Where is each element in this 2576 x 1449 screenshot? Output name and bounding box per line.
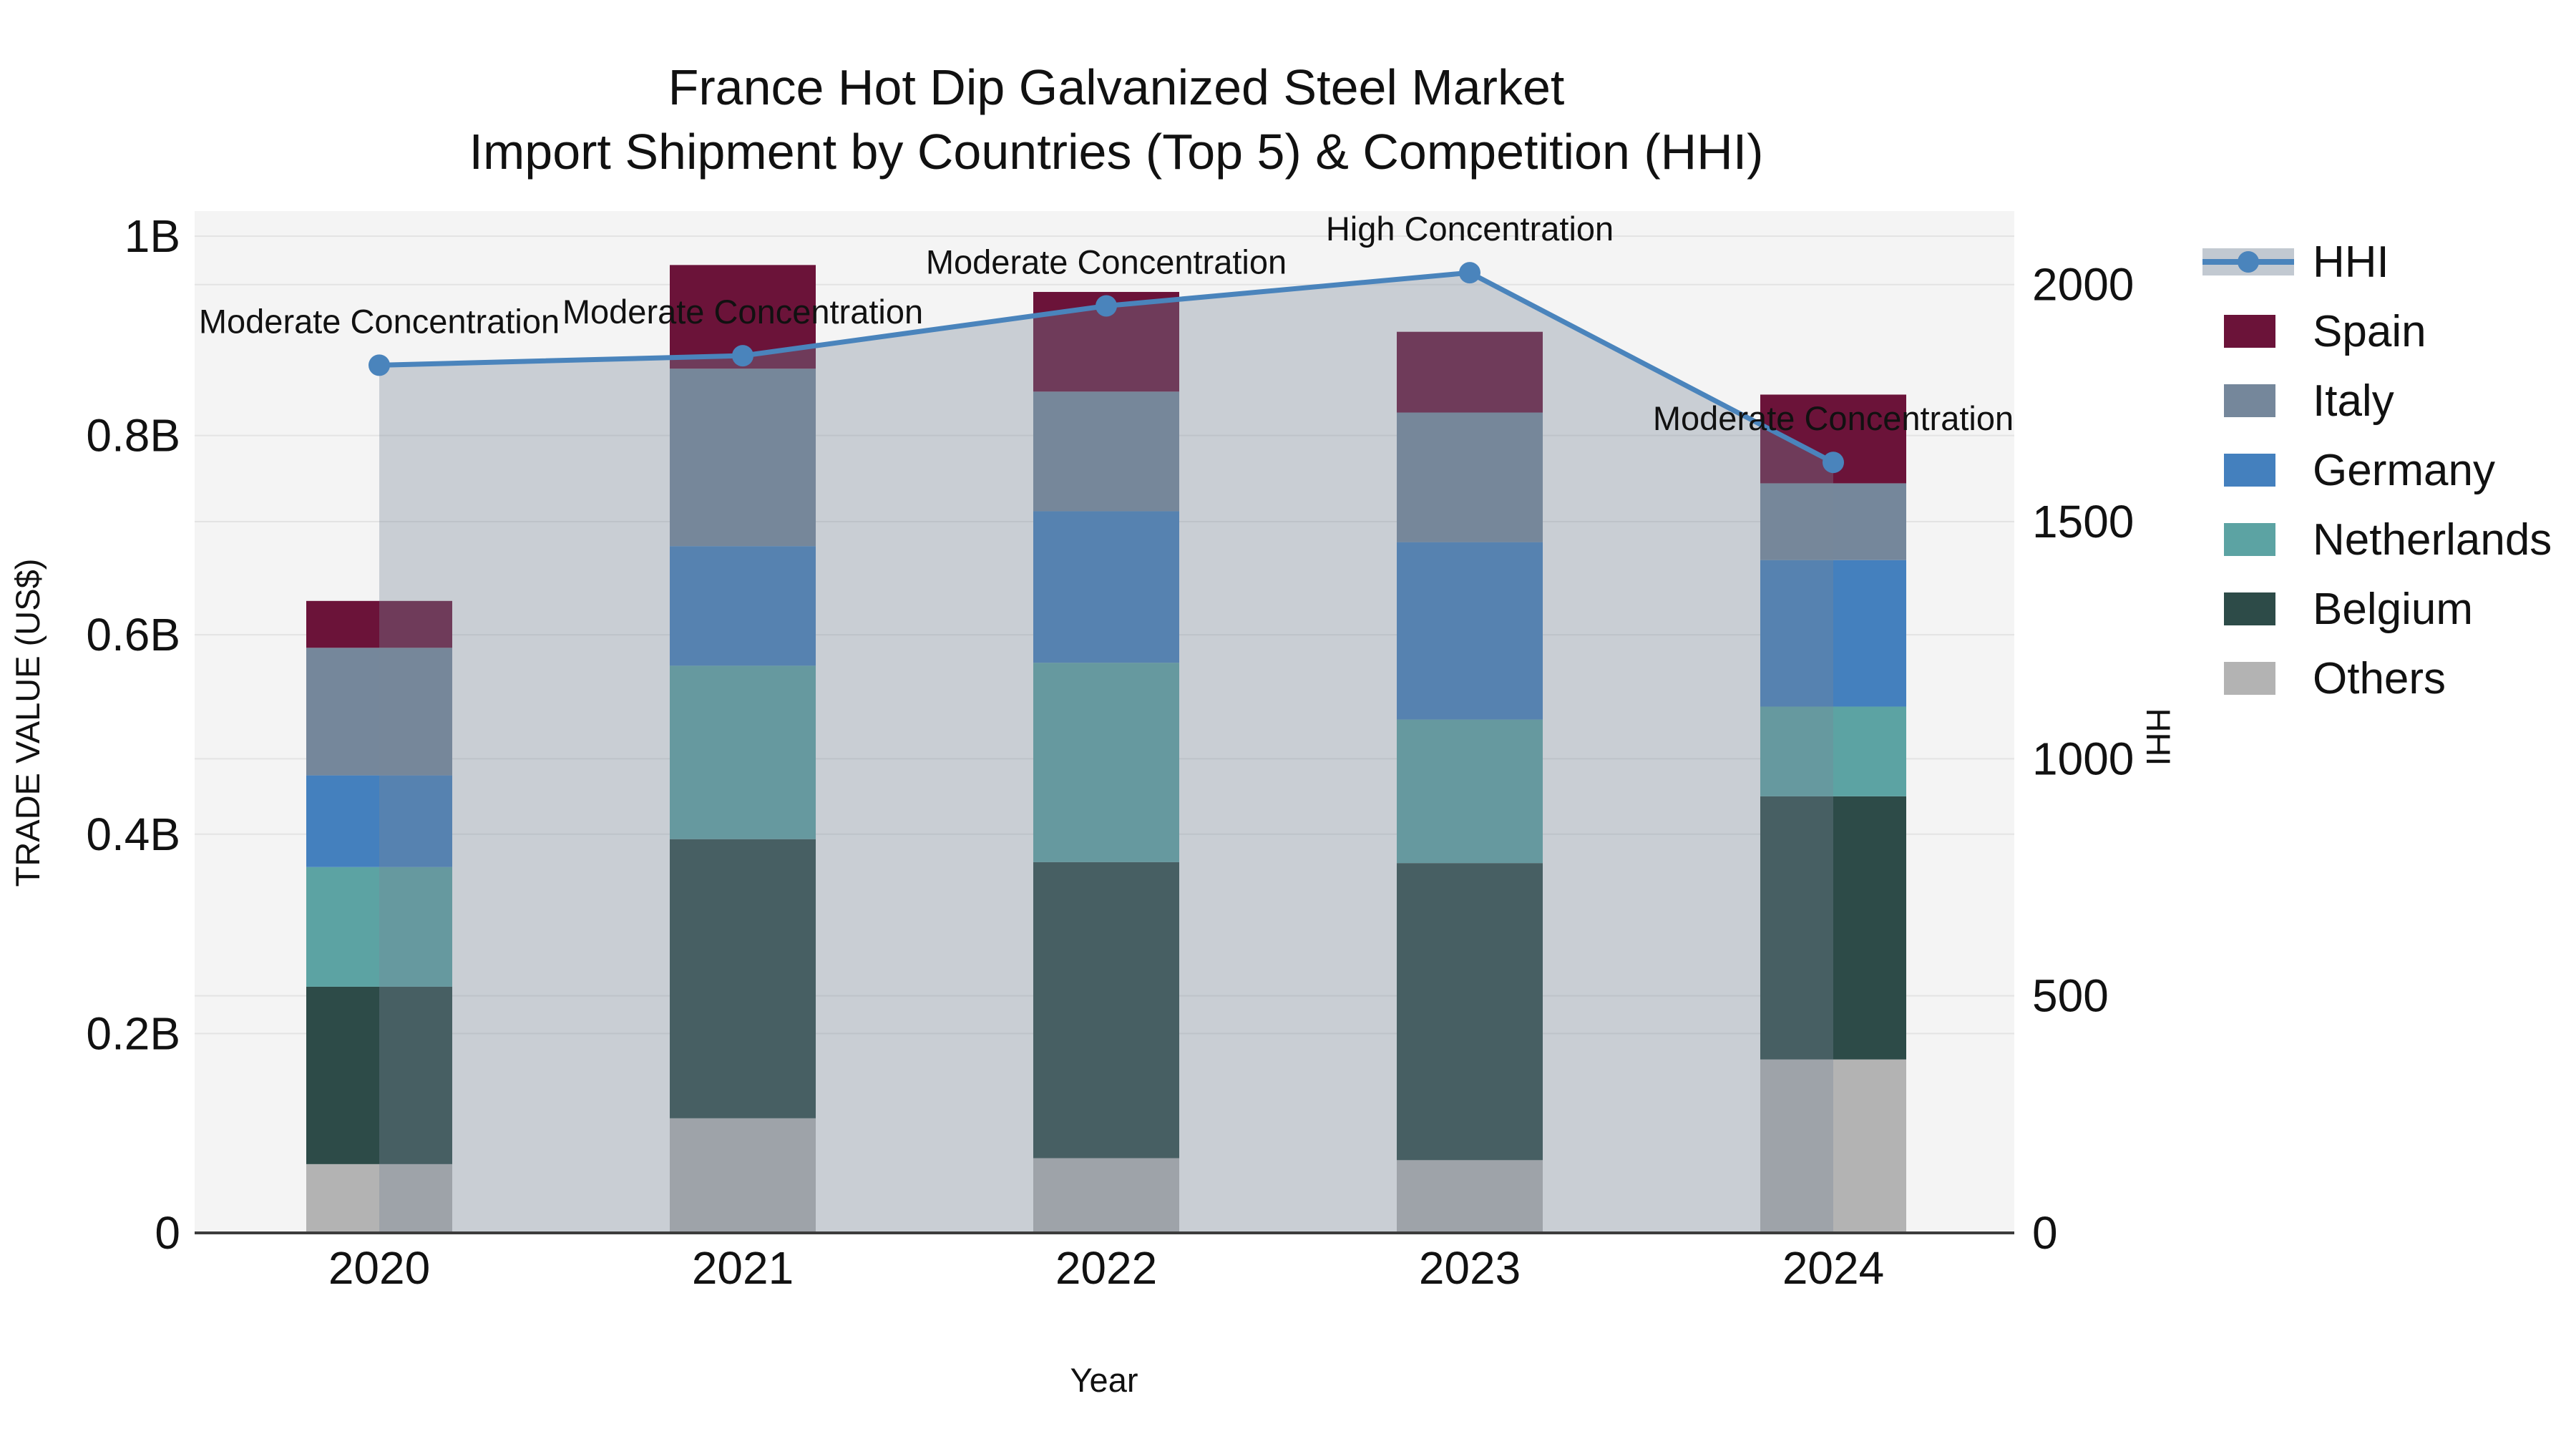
bar-segment-2023-belgium <box>1397 863 1543 1161</box>
hhi-legend-marker-icon <box>2238 251 2259 273</box>
hhi-marker-2022[interactable] <box>1096 295 1117 317</box>
legend-swatch-others-icon <box>2224 662 2275 695</box>
bar-segment-2021-others <box>670 1118 816 1233</box>
bar-segment-2022-others <box>1033 1158 1179 1233</box>
y-left-tick-0: 0 <box>155 1207 180 1259</box>
bar-segment-2023-germany <box>1397 542 1543 720</box>
legend-item-hhi[interactable]: HHI <box>2202 238 2389 287</box>
bar-segment-2023-netherlands <box>1397 719 1543 864</box>
annotation-2022: Moderate Concentration <box>926 243 1287 281</box>
x-tick-2022: 2022 <box>1055 1242 1157 1294</box>
bars <box>306 265 1906 1233</box>
annotation-2023: High Concentration <box>1326 210 1614 248</box>
legend-swatch-italy-icon <box>2224 384 2275 417</box>
legend-swatch-belgium-icon <box>2224 592 2275 625</box>
bar-segment-2021-italy <box>670 369 816 547</box>
annotation-2020: Moderate Concentration <box>199 302 560 340</box>
y-right-tick-2000: 2000 <box>2032 259 2134 311</box>
legend-label-germany: Germany <box>2313 446 2495 495</box>
legend-label-netherlands: Netherlands <box>2313 515 2552 565</box>
legend-item-spain[interactable]: Spain <box>2224 307 2426 356</box>
hhi-marker-2023[interactable] <box>1459 262 1480 284</box>
annotation-2024: Moderate Concentration <box>1653 399 2014 437</box>
legend-label-spain: Spain <box>2313 307 2426 356</box>
hhi-marker-2024[interactable] <box>1823 452 1844 474</box>
legend-label-italy: Italy <box>2313 376 2394 426</box>
x-axis-title: Year <box>1070 1361 1138 1399</box>
bar-segment-2022-netherlands <box>1033 663 1179 862</box>
legend-item-germany[interactable]: Germany <box>2224 446 2495 495</box>
bar-segment-2020-belgium <box>306 986 452 1164</box>
legend-swatch-germany-icon <box>2224 454 2275 487</box>
bar-segment-2022-germany <box>1033 511 1179 663</box>
y-left-tick-1B: 1B <box>125 210 180 262</box>
y-left-tick-0.2B: 0.2B <box>86 1008 180 1059</box>
bar-segment-2024-belgium <box>1760 796 1906 1060</box>
x-tick-2023: 2023 <box>1419 1242 1521 1294</box>
bar-segment-2023-italy <box>1397 412 1543 542</box>
bar-segment-2021-netherlands <box>670 665 816 839</box>
bar-segment-2022-belgium <box>1033 862 1179 1158</box>
bar-segment-2020-spain <box>306 600 452 648</box>
bar-segment-2020-others <box>306 1163 452 1233</box>
x-tick-2020: 2020 <box>328 1242 430 1294</box>
legend-item-italy[interactable]: Italy <box>2224 376 2394 426</box>
chart-title-line2: Import Shipment by Countries (Top 5) & C… <box>469 124 1764 180</box>
y-right-tick-1500: 1500 <box>2032 496 2134 547</box>
x-tick-2024: 2024 <box>1782 1242 1884 1294</box>
bar-segment-2023-spain <box>1397 331 1543 413</box>
hhi-marker-2021[interactable] <box>732 345 753 367</box>
bar-segment-2024-netherlands <box>1760 706 1906 796</box>
y-right-tick-500: 500 <box>2032 970 2109 1022</box>
y-right-tick-1000: 1000 <box>2032 733 2134 784</box>
bar-segment-2021-germany <box>670 546 816 666</box>
bar-segment-2020-netherlands <box>306 867 452 987</box>
legend-item-netherlands[interactable]: Netherlands <box>2224 515 2552 565</box>
legend: HHI Spain Italy Germany Netherlands Belgium Ot… <box>2202 238 2552 703</box>
hhi-area-fill <box>379 273 1833 1234</box>
y-left-tick-0.6B: 0.6B <box>86 609 180 660</box>
legend-label-hhi: HHI <box>2313 238 2389 287</box>
legend-swatch-netherlands-icon <box>2224 523 2275 556</box>
bar-segment-2024-germany <box>1760 560 1906 707</box>
legend-item-belgium[interactable]: Belgium <box>2224 585 2473 634</box>
bar-segment-2024-italy <box>1760 483 1906 560</box>
bar-segment-2021-belgium <box>670 839 816 1118</box>
y-left-tick-0.8B: 0.8B <box>86 410 180 462</box>
bar-segment-2020-germany <box>306 775 452 867</box>
y-left-tick-0.4B: 0.4B <box>86 809 180 860</box>
bar-segment-2020-italy <box>306 648 452 776</box>
y-left-axis-title: TRADE VALUE (US$) <box>9 559 47 887</box>
annotation-2021: Moderate Concentration <box>562 293 923 331</box>
hhi-marker-2020[interactable] <box>369 354 390 376</box>
x-tick-2021: 2021 <box>692 1242 794 1294</box>
y-right-tick-0: 0 <box>2032 1207 2058 1259</box>
chart-title-line1: France Hot Dip Galvanized Steel Market <box>668 59 1565 115</box>
legend-label-belgium: Belgium <box>2313 585 2473 634</box>
legend-item-others[interactable]: Others <box>2224 654 2446 703</box>
bar-segment-2022-italy <box>1033 391 1179 512</box>
legend-label-others: Others <box>2313 654 2446 703</box>
legend-swatch-spain-icon <box>2224 315 2275 348</box>
bar-segment-2024-others <box>1760 1059 1906 1233</box>
bar-segment-2023-others <box>1397 1160 1543 1233</box>
y-right-axis-title: HHI <box>2140 708 2177 766</box>
